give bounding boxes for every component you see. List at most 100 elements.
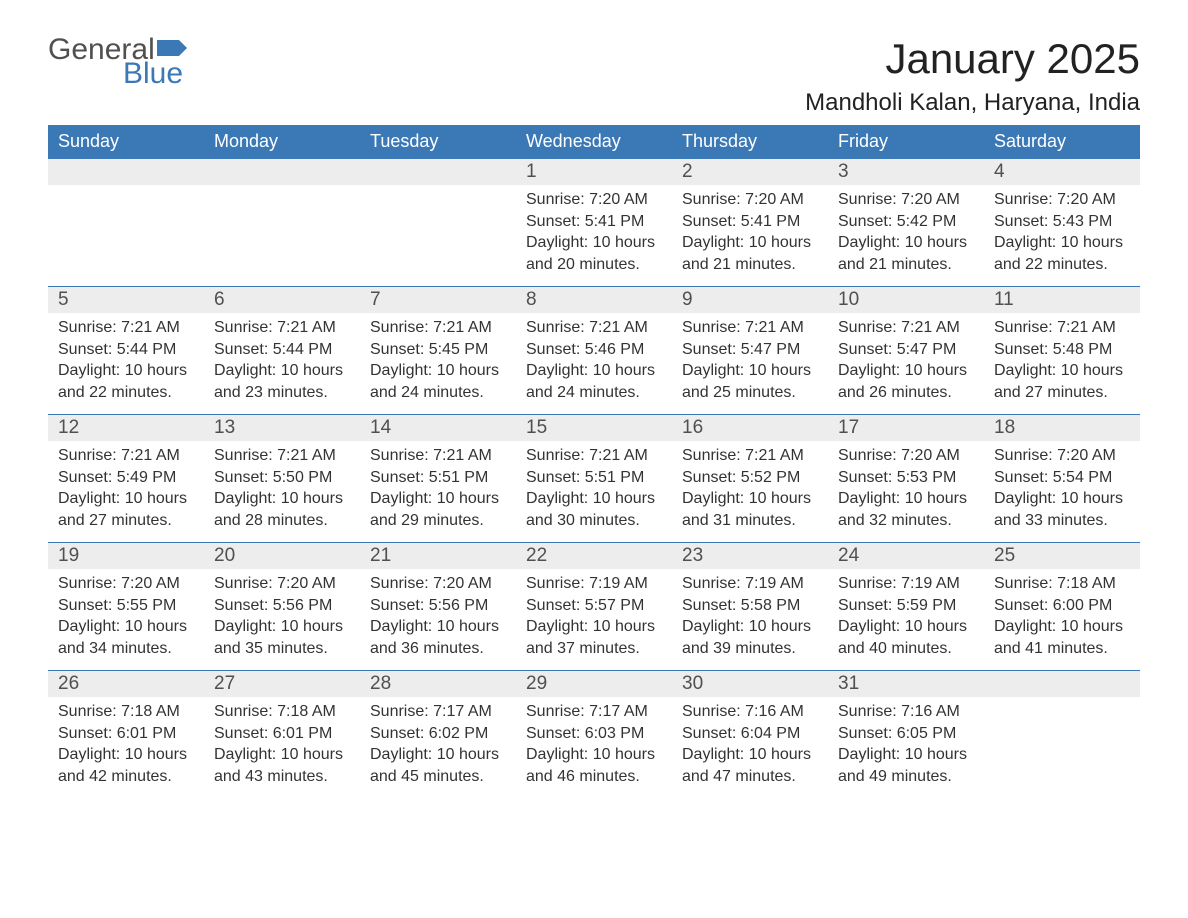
calendar-week-row: 19Sunrise: 7:20 AMSunset: 5:55 PMDayligh…	[48, 543, 1140, 671]
day-info: Sunrise: 7:18 AMSunset: 6:01 PMDaylight:…	[48, 697, 204, 795]
day-info: Sunrise: 7:16 AMSunset: 6:05 PMDaylight:…	[828, 697, 984, 795]
day-number: 21	[360, 543, 516, 569]
calendar-day-cell: 24Sunrise: 7:19 AMSunset: 5:59 PMDayligh…	[828, 543, 984, 671]
day-number	[360, 159, 516, 185]
calendar-day-cell: 16Sunrise: 7:21 AMSunset: 5:52 PMDayligh…	[672, 415, 828, 543]
day-info: Sunrise: 7:21 AMSunset: 5:45 PMDaylight:…	[360, 313, 516, 411]
day-number: 7	[360, 287, 516, 313]
day-number: 14	[360, 415, 516, 441]
day-info: Sunrise: 7:20 AMSunset: 5:41 PMDaylight:…	[516, 185, 672, 283]
calendar-day-cell: 21Sunrise: 7:20 AMSunset: 5:56 PMDayligh…	[360, 543, 516, 671]
calendar-day-cell: 25Sunrise: 7:18 AMSunset: 6:00 PMDayligh…	[984, 543, 1140, 671]
weekday-header-row: SundayMondayTuesdayWednesdayThursdayFrid…	[48, 125, 1140, 159]
day-info: Sunrise: 7:21 AMSunset: 5:49 PMDaylight:…	[48, 441, 204, 539]
calendar-week-row: 26Sunrise: 7:18 AMSunset: 6:01 PMDayligh…	[48, 671, 1140, 799]
calendar-day-cell: 11Sunrise: 7:21 AMSunset: 5:48 PMDayligh…	[984, 287, 1140, 415]
calendar-day-cell: 6Sunrise: 7:21 AMSunset: 5:44 PMDaylight…	[204, 287, 360, 415]
weekday-header: Tuesday	[360, 125, 516, 159]
location: Mandholi Kalan, Haryana, India	[805, 89, 1140, 117]
calendar-day-cell: 4Sunrise: 7:20 AMSunset: 5:43 PMDaylight…	[984, 159, 1140, 287]
calendar-day-cell: 30Sunrise: 7:16 AMSunset: 6:04 PMDayligh…	[672, 671, 828, 799]
calendar-day-cell: 28Sunrise: 7:17 AMSunset: 6:02 PMDayligh…	[360, 671, 516, 799]
day-info: Sunrise: 7:19 AMSunset: 5:57 PMDaylight:…	[516, 569, 672, 667]
calendar-day-cell: 8Sunrise: 7:21 AMSunset: 5:46 PMDaylight…	[516, 287, 672, 415]
day-number: 22	[516, 543, 672, 569]
day-number: 27	[204, 671, 360, 697]
day-number: 20	[204, 543, 360, 569]
day-number: 15	[516, 415, 672, 441]
calendar-body: 1Sunrise: 7:20 AMSunset: 5:41 PMDaylight…	[48, 159, 1140, 799]
day-info: Sunrise: 7:21 AMSunset: 5:44 PMDaylight:…	[48, 313, 204, 411]
calendar-day-cell: 3Sunrise: 7:20 AMSunset: 5:42 PMDaylight…	[828, 159, 984, 287]
day-number: 1	[516, 159, 672, 185]
day-number: 4	[984, 159, 1140, 185]
weekday-header: Thursday	[672, 125, 828, 159]
calendar-day-cell: 10Sunrise: 7:21 AMSunset: 5:47 PMDayligh…	[828, 287, 984, 415]
day-number: 6	[204, 287, 360, 313]
calendar-day-cell	[984, 671, 1140, 799]
day-info: Sunrise: 7:18 AMSunset: 6:01 PMDaylight:…	[204, 697, 360, 795]
day-number: 12	[48, 415, 204, 441]
day-number: 5	[48, 287, 204, 313]
day-number: 2	[672, 159, 828, 185]
day-number: 8	[516, 287, 672, 313]
calendar-table: SundayMondayTuesdayWednesdayThursdayFrid…	[48, 125, 1140, 799]
weekday-header: Monday	[204, 125, 360, 159]
calendar-week-row: 5Sunrise: 7:21 AMSunset: 5:44 PMDaylight…	[48, 287, 1140, 415]
calendar-day-cell: 23Sunrise: 7:19 AMSunset: 5:58 PMDayligh…	[672, 543, 828, 671]
logo-blue-text: Blue	[123, 59, 191, 89]
weekday-header: Friday	[828, 125, 984, 159]
day-number: 26	[48, 671, 204, 697]
day-number: 29	[516, 671, 672, 697]
day-number: 25	[984, 543, 1140, 569]
day-number: 18	[984, 415, 1140, 441]
day-number	[48, 159, 204, 185]
calendar-day-cell: 5Sunrise: 7:21 AMSunset: 5:44 PMDaylight…	[48, 287, 204, 415]
header: General Blue January 2025 Mandholi Kalan…	[48, 35, 1140, 117]
day-number	[984, 671, 1140, 697]
day-info: Sunrise: 7:17 AMSunset: 6:03 PMDaylight:…	[516, 697, 672, 795]
day-info: Sunrise: 7:20 AMSunset: 5:54 PMDaylight:…	[984, 441, 1140, 539]
day-number: 30	[672, 671, 828, 697]
calendar-day-cell	[48, 159, 204, 287]
day-info: Sunrise: 7:21 AMSunset: 5:44 PMDaylight:…	[204, 313, 360, 411]
calendar-day-cell: 22Sunrise: 7:19 AMSunset: 5:57 PMDayligh…	[516, 543, 672, 671]
day-info: Sunrise: 7:20 AMSunset: 5:42 PMDaylight:…	[828, 185, 984, 283]
day-info: Sunrise: 7:20 AMSunset: 5:56 PMDaylight:…	[360, 569, 516, 667]
day-info: Sunrise: 7:21 AMSunset: 5:46 PMDaylight:…	[516, 313, 672, 411]
calendar-day-cell: 9Sunrise: 7:21 AMSunset: 5:47 PMDaylight…	[672, 287, 828, 415]
calendar-day-cell: 2Sunrise: 7:20 AMSunset: 5:41 PMDaylight…	[672, 159, 828, 287]
calendar-day-cell: 18Sunrise: 7:20 AMSunset: 5:54 PMDayligh…	[984, 415, 1140, 543]
calendar-day-cell: 15Sunrise: 7:21 AMSunset: 5:51 PMDayligh…	[516, 415, 672, 543]
calendar-day-cell: 1Sunrise: 7:20 AMSunset: 5:41 PMDaylight…	[516, 159, 672, 287]
day-info: Sunrise: 7:20 AMSunset: 5:43 PMDaylight:…	[984, 185, 1140, 283]
day-info: Sunrise: 7:21 AMSunset: 5:51 PMDaylight:…	[360, 441, 516, 539]
month-title: January 2025	[805, 35, 1140, 83]
day-number: 9	[672, 287, 828, 313]
day-number: 19	[48, 543, 204, 569]
day-info: Sunrise: 7:18 AMSunset: 6:00 PMDaylight:…	[984, 569, 1140, 667]
calendar-day-cell: 7Sunrise: 7:21 AMSunset: 5:45 PMDaylight…	[360, 287, 516, 415]
day-number: 10	[828, 287, 984, 313]
calendar-day-cell	[204, 159, 360, 287]
day-info: Sunrise: 7:21 AMSunset: 5:52 PMDaylight:…	[672, 441, 828, 539]
day-info: Sunrise: 7:16 AMSunset: 6:04 PMDaylight:…	[672, 697, 828, 795]
day-info: Sunrise: 7:17 AMSunset: 6:02 PMDaylight:…	[360, 697, 516, 795]
calendar-day-cell: 14Sunrise: 7:21 AMSunset: 5:51 PMDayligh…	[360, 415, 516, 543]
calendar-day-cell: 31Sunrise: 7:16 AMSunset: 6:05 PMDayligh…	[828, 671, 984, 799]
day-info: Sunrise: 7:19 AMSunset: 5:59 PMDaylight:…	[828, 569, 984, 667]
day-info: Sunrise: 7:20 AMSunset: 5:53 PMDaylight:…	[828, 441, 984, 539]
weekday-header: Wednesday	[516, 125, 672, 159]
calendar-day-cell: 27Sunrise: 7:18 AMSunset: 6:01 PMDayligh…	[204, 671, 360, 799]
calendar-week-row: 12Sunrise: 7:21 AMSunset: 5:49 PMDayligh…	[48, 415, 1140, 543]
day-number: 13	[204, 415, 360, 441]
day-number: 31	[828, 671, 984, 697]
day-number: 17	[828, 415, 984, 441]
day-number: 23	[672, 543, 828, 569]
calendar-day-cell: 13Sunrise: 7:21 AMSunset: 5:50 PMDayligh…	[204, 415, 360, 543]
day-info: Sunrise: 7:20 AMSunset: 5:55 PMDaylight:…	[48, 569, 204, 667]
calendar-day-cell	[360, 159, 516, 287]
title-block: January 2025 Mandholi Kalan, Haryana, In…	[805, 35, 1140, 117]
day-info: Sunrise: 7:21 AMSunset: 5:48 PMDaylight:…	[984, 313, 1140, 411]
calendar-week-row: 1Sunrise: 7:20 AMSunset: 5:41 PMDaylight…	[48, 159, 1140, 287]
